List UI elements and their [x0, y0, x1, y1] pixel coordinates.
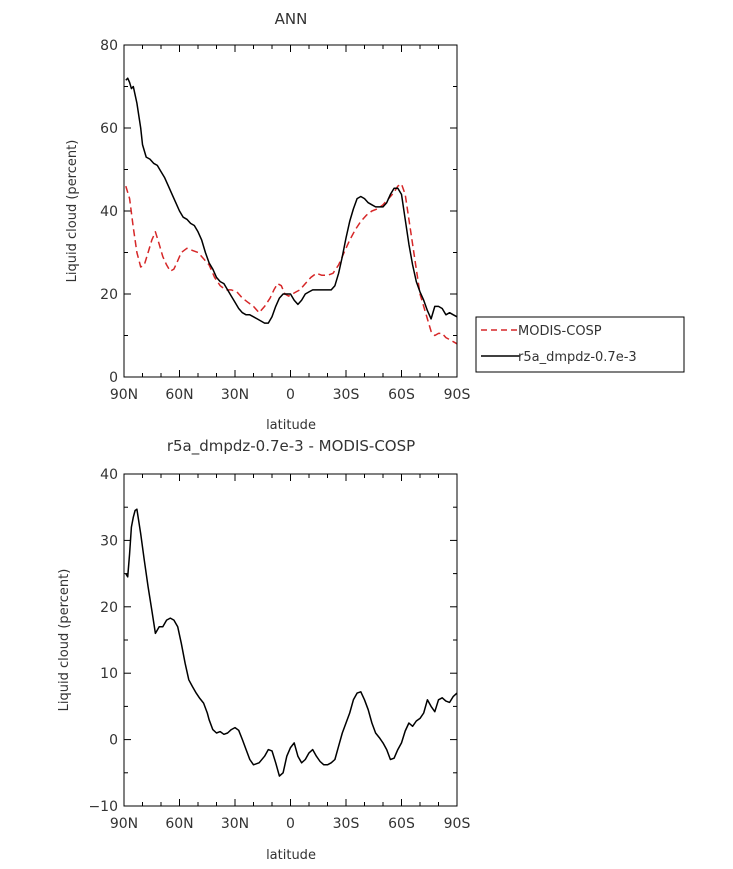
bottom-tick-labels: 90N 60N 30N 0 30S 60S 90S −10 0 10 20 30 40 [88, 467, 470, 832]
bottom-y-tick-label: 0 [109, 733, 118, 749]
legend-box [475, 316, 685, 373]
top-series-line-1 [125, 77, 458, 324]
bottom-y-tick-label: 20 [100, 600, 118, 616]
legend-label-modis: MODIS-COSP [518, 324, 602, 339]
bottom-panel: r5a_dmpdz-0.7e-3 - MODIS-COSP Liquid clo… [57, 437, 470, 863]
bottom-x-tick-label: 30S [333, 816, 360, 832]
top-y-tick-label: 0 [109, 370, 118, 386]
bottom-x-tick-label: 60N [165, 816, 193, 832]
bottom-x-tick-label: 90N [110, 816, 138, 832]
top-x-tick-label: 90S [444, 387, 471, 403]
top-x-tick-label: 60N [165, 387, 193, 403]
top-series-line-0 [125, 183, 458, 345]
top-y-tick-label: 40 [100, 204, 118, 220]
top-chart-title: ANN [275, 10, 308, 28]
bottom-axes [123, 473, 458, 807]
bottom-y-tick-label: −10 [88, 799, 118, 815]
top-tick-labels: 90N 60N 30N 0 30S 60S 90S 0 20 40 60 80 [100, 38, 470, 403]
bottom-series-line-0 [125, 508, 458, 777]
bottom-y-tick-label: 10 [100, 666, 118, 682]
bottom-x-tick-label: 0 [286, 816, 295, 832]
bottom-plot-frame [123, 473, 458, 807]
bottom-series [125, 508, 458, 777]
top-series [125, 77, 458, 345]
top-y-tick-label: 60 [100, 121, 118, 137]
legend: MODIS-COSP r5a_dmpdz-0.7e-3 [475, 316, 685, 373]
bottom-x-axis-label: latitude [266, 848, 316, 863]
top-y-axis-label: Liquid cloud (percent) [65, 140, 80, 283]
top-x-tick-label: 90N [110, 387, 138, 403]
top-x-tick-label: 0 [286, 387, 295, 403]
bottom-x-tick-label: 90S [444, 816, 471, 832]
top-panel: ANN Liquid cloud (percent) latitude 90N 6… [65, 10, 470, 433]
bottom-x-tick-label: 60S [388, 816, 415, 832]
bottom-y-tick-label: 40 [100, 467, 118, 483]
top-y-tick-label: 20 [100, 287, 118, 303]
top-x-axis-label: latitude [266, 418, 316, 433]
bottom-y-tick-label: 30 [100, 533, 118, 549]
top-plot-frame [123, 44, 458, 378]
bottom-x-tick-label: 30N [221, 816, 249, 832]
bottom-y-axis-label: Liquid cloud (percent) [57, 569, 72, 712]
top-y-tick-label: 80 [100, 38, 118, 54]
top-x-tick-label: 30S [333, 387, 360, 403]
top-x-tick-label: 60S [388, 387, 415, 403]
legend-label-r5a: r5a_dmpdz-0.7e-3 [518, 350, 637, 365]
bottom-chart-title: r5a_dmpdz-0.7e-3 - MODIS-COSP [167, 437, 415, 456]
top-x-tick-label: 30N [221, 387, 249, 403]
